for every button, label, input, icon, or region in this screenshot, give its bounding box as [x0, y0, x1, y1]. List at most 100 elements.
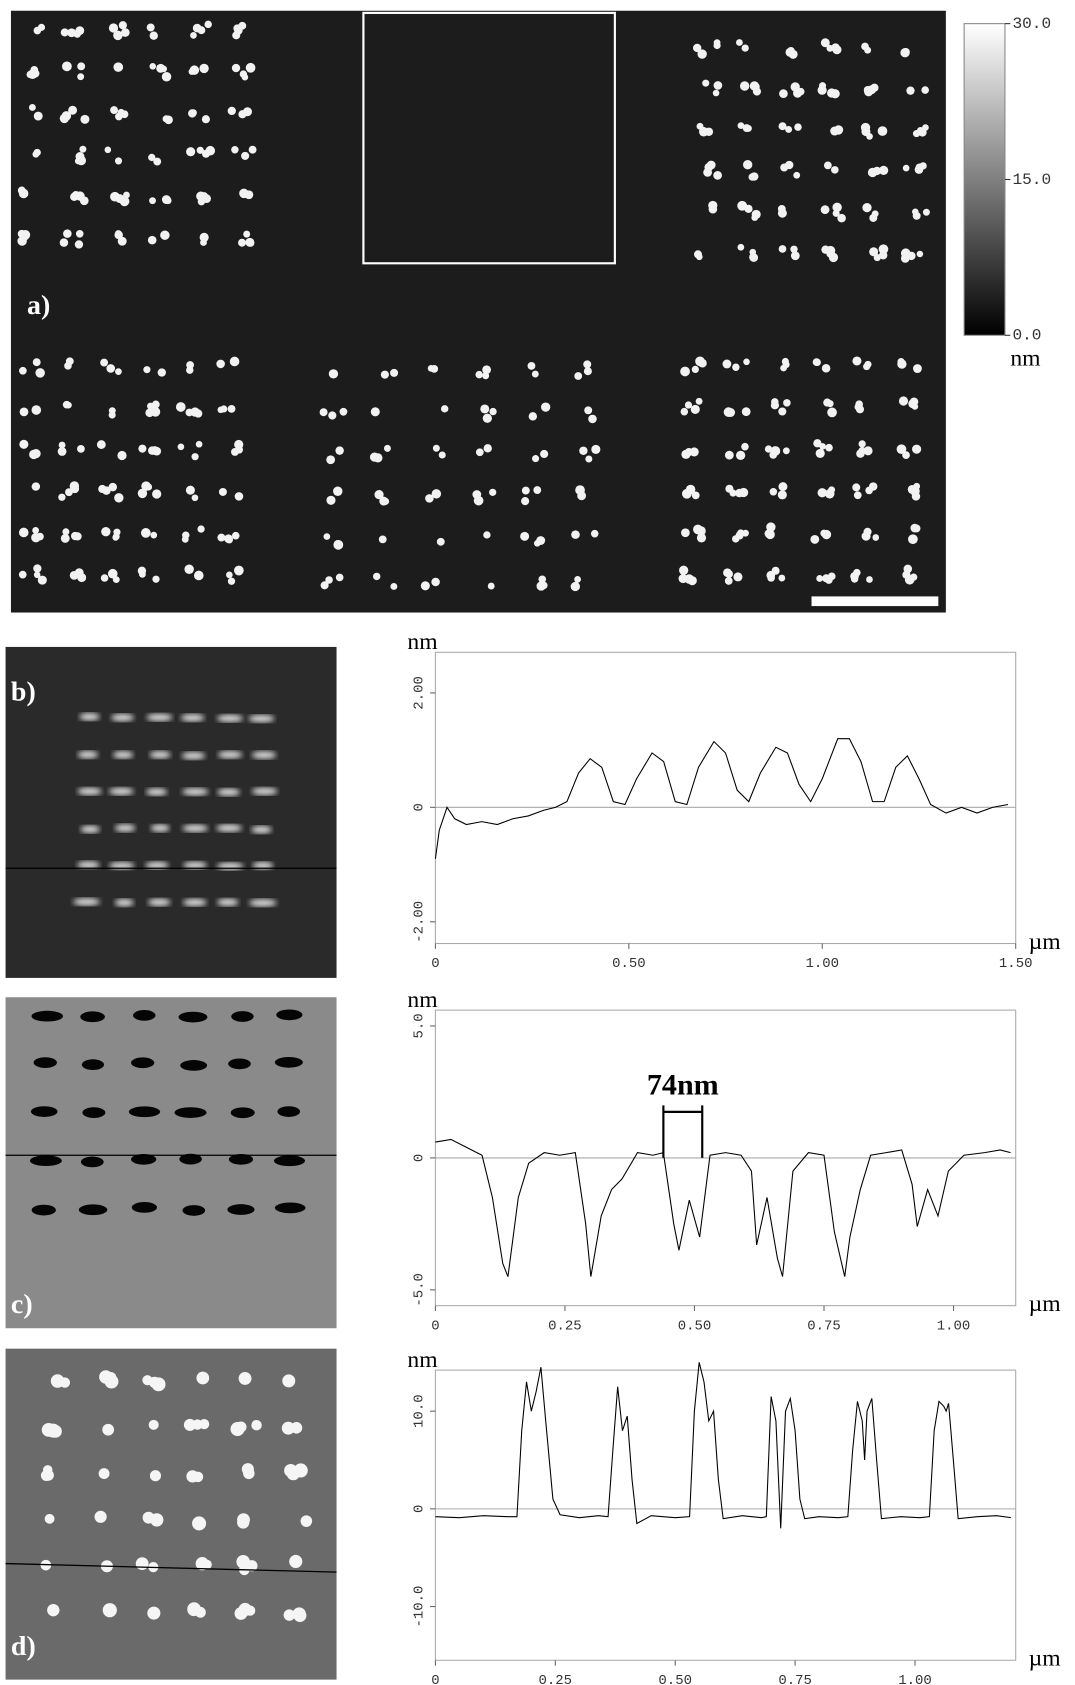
particle	[184, 564, 194, 574]
particle	[380, 370, 389, 379]
particle	[769, 451, 778, 459]
particle	[771, 398, 779, 406]
particle	[821, 363, 831, 373]
particle	[75, 152, 85, 161]
particle	[235, 1421, 247, 1433]
particle	[32, 150, 40, 158]
particle	[370, 407, 380, 417]
particle	[912, 364, 922, 373]
particle	[80, 1011, 105, 1023]
particle	[33, 111, 43, 121]
particle	[777, 490, 787, 500]
particle	[680, 407, 689, 416]
particle	[690, 404, 700, 414]
particle	[149, 197, 156, 205]
particle	[328, 369, 339, 379]
particle	[898, 396, 909, 406]
plot-frame	[434, 1369, 1017, 1661]
particle	[181, 752, 206, 760]
particle	[575, 485, 585, 495]
particle	[282, 1374, 296, 1388]
particle	[36, 532, 44, 541]
particle	[538, 575, 547, 584]
profile-line	[435, 1362, 1011, 1529]
particle	[183, 861, 207, 870]
particle	[231, 146, 239, 154]
particle	[729, 489, 737, 497]
particle	[174, 1107, 207, 1118]
panel-label: c)	[11, 1289, 33, 1320]
particle	[77, 573, 87, 583]
particle	[902, 570, 911, 579]
particle	[441, 405, 449, 413]
particle	[244, 190, 254, 200]
particle	[100, 358, 109, 367]
particle	[201, 115, 210, 124]
particle	[274, 1056, 303, 1068]
x-axis-label: µm	[1029, 1291, 1061, 1317]
particle	[741, 407, 751, 417]
particle	[79, 145, 87, 153]
particle	[113, 30, 123, 41]
particle	[869, 247, 879, 257]
particle	[112, 534, 119, 541]
particle	[121, 28, 130, 37]
particle	[684, 401, 693, 409]
particle	[912, 444, 922, 454]
particle	[482, 413, 492, 423]
particle	[438, 451, 446, 459]
particle	[713, 41, 721, 50]
particle	[77, 750, 98, 759]
particle	[231, 63, 241, 73]
x-tick-label: 1.00	[898, 1673, 932, 1685]
colorbar-unit: nm	[1010, 345, 1040, 371]
particle	[750, 172, 759, 181]
particle	[114, 824, 136, 832]
particle	[821, 529, 832, 540]
particle	[216, 359, 225, 369]
particle	[922, 208, 930, 216]
particle	[147, 402, 155, 410]
particle	[817, 488, 827, 498]
particle	[182, 898, 207, 907]
particle	[390, 368, 399, 377]
particle	[31, 1010, 64, 1022]
particle	[743, 358, 750, 366]
profile-line	[435, 1138, 1011, 1277]
particle	[335, 573, 344, 582]
particle	[251, 751, 277, 759]
particle	[431, 577, 440, 587]
particle	[183, 1418, 197, 1431]
particle	[475, 448, 484, 457]
particle	[147, 1606, 161, 1620]
particle	[528, 412, 538, 421]
scale-bar	[811, 596, 939, 607]
particle	[182, 1205, 206, 1216]
particle	[832, 202, 842, 213]
y-tick-label: -2.00	[412, 901, 428, 943]
particle	[114, 898, 134, 907]
particle	[226, 571, 233, 579]
particle	[114, 157, 123, 165]
particle	[369, 452, 380, 462]
particle	[732, 363, 740, 371]
particle	[58, 441, 66, 449]
particle	[680, 366, 690, 377]
particle	[185, 408, 194, 417]
particle	[111, 713, 134, 722]
particle	[743, 160, 753, 170]
particle	[741, 442, 749, 451]
particle	[178, 1011, 208, 1023]
particle	[785, 126, 793, 133]
particle	[489, 488, 497, 496]
particle	[186, 147, 196, 157]
particle	[591, 444, 601, 454]
particle	[137, 488, 148, 499]
particle	[150, 531, 158, 539]
particle	[96, 440, 106, 449]
particle	[326, 495, 336, 505]
particle	[745, 125, 752, 132]
particle	[186, 361, 195, 369]
particle	[98, 1468, 110, 1480]
particle	[374, 490, 384, 500]
